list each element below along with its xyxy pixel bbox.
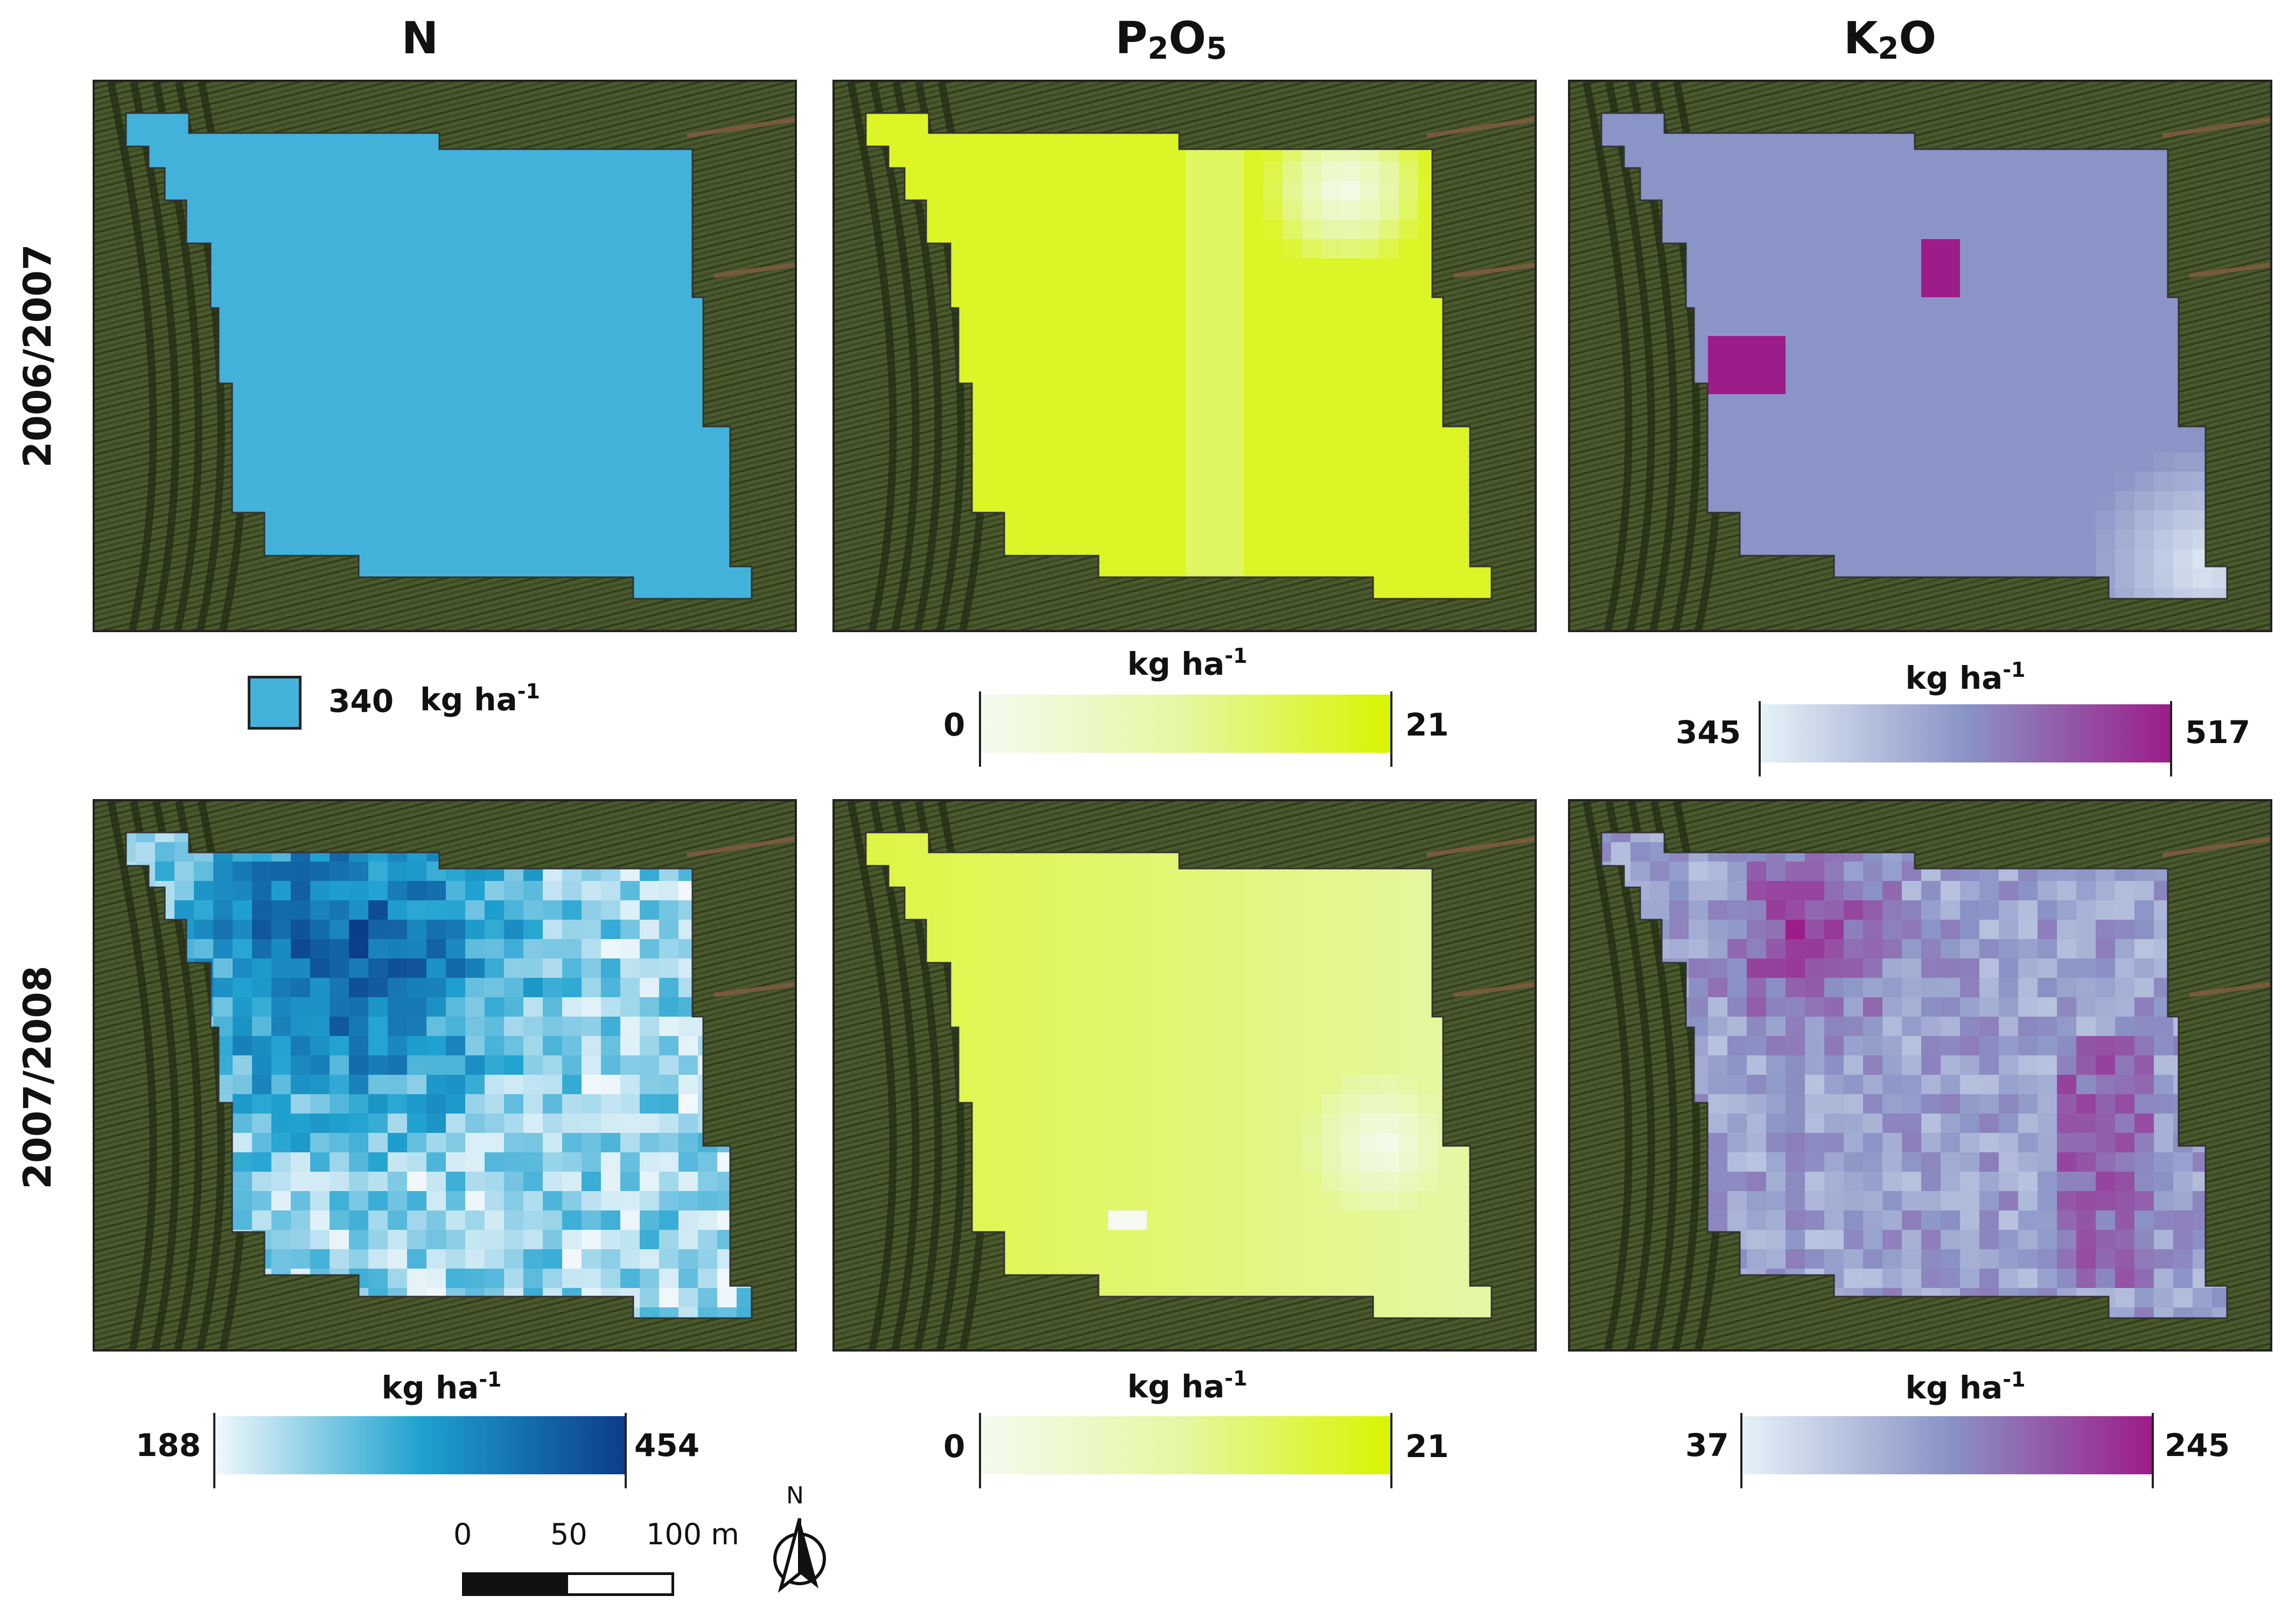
north-arrow-icon [765, 1513, 835, 1594]
legend-ramp-k2o-2006 [1759, 701, 2172, 776]
map-n-2006 [93, 80, 797, 632]
legend-swatch-n-2006 [248, 676, 302, 730]
legend-max-k2o-2006: 517 [2185, 714, 2251, 751]
legend-max-p2o5-2006: 21 [1405, 706, 1449, 743]
row-title-2006-2007: 2006/2007 [16, 244, 60, 468]
legend-ramp-k2o-2008 [1740, 1413, 2154, 1488]
map-p2o5-2008 [832, 799, 1537, 1352]
map-p2o5-2006 [832, 80, 1537, 632]
map-k2o-2006 [1568, 80, 2272, 632]
legend-min-k2o-2008: 37 [1685, 1427, 1729, 1464]
scale-bar [462, 1572, 674, 1596]
scale-label-100m: 100 m [646, 1517, 739, 1551]
legend-min-p2o5-2008: 0 [943, 1428, 965, 1465]
legend-unit-k2o-2006: kg ha-1 [1905, 658, 2026, 696]
column-title-p2o5: P2O5 [1115, 13, 1227, 66]
scale-label-0: 0 [453, 1517, 472, 1551]
legend-max-n-2008: 454 [634, 1427, 700, 1464]
legend-ramp-p2o5-2008 [979, 1413, 1392, 1488]
column-title-n: N [401, 13, 439, 64]
north-label: N [786, 1482, 804, 1509]
legend-min-p2o5-2006: 0 [943, 706, 965, 743]
row-title-2007-2008: 2007/2008 [16, 965, 60, 1189]
legend-unit-k2o-2008: kg ha-1 [1905, 1368, 2026, 1406]
scale-label-50: 50 [550, 1517, 587, 1551]
column-title-k2o: K2O [1843, 13, 1937, 66]
legend-unit-p2o5-2006: kg ha-1 [1127, 644, 1248, 682]
legend-unit-n-2008: kg ha-1 [381, 1368, 502, 1406]
legend-value-n-2006: 340 [328, 683, 394, 719]
legend-unit-p2o5-2008: kg ha-1 [1127, 1367, 1248, 1405]
legend-unit-n-2006: kg ha-1 [420, 680, 540, 718]
legend-max-p2o5-2008: 21 [1405, 1428, 1449, 1465]
map-n-2008 [93, 799, 797, 1352]
legend-min-n-2008: 188 [136, 1427, 201, 1464]
legend-ramp-p2o5-2006 [979, 691, 1392, 767]
map-k2o-2008 [1568, 799, 2272, 1352]
legend-min-k2o-2006: 345 [1676, 714, 1741, 751]
legend-max-k2o-2008: 245 [2165, 1427, 2230, 1464]
legend-ramp-n-2008 [213, 1413, 627, 1488]
